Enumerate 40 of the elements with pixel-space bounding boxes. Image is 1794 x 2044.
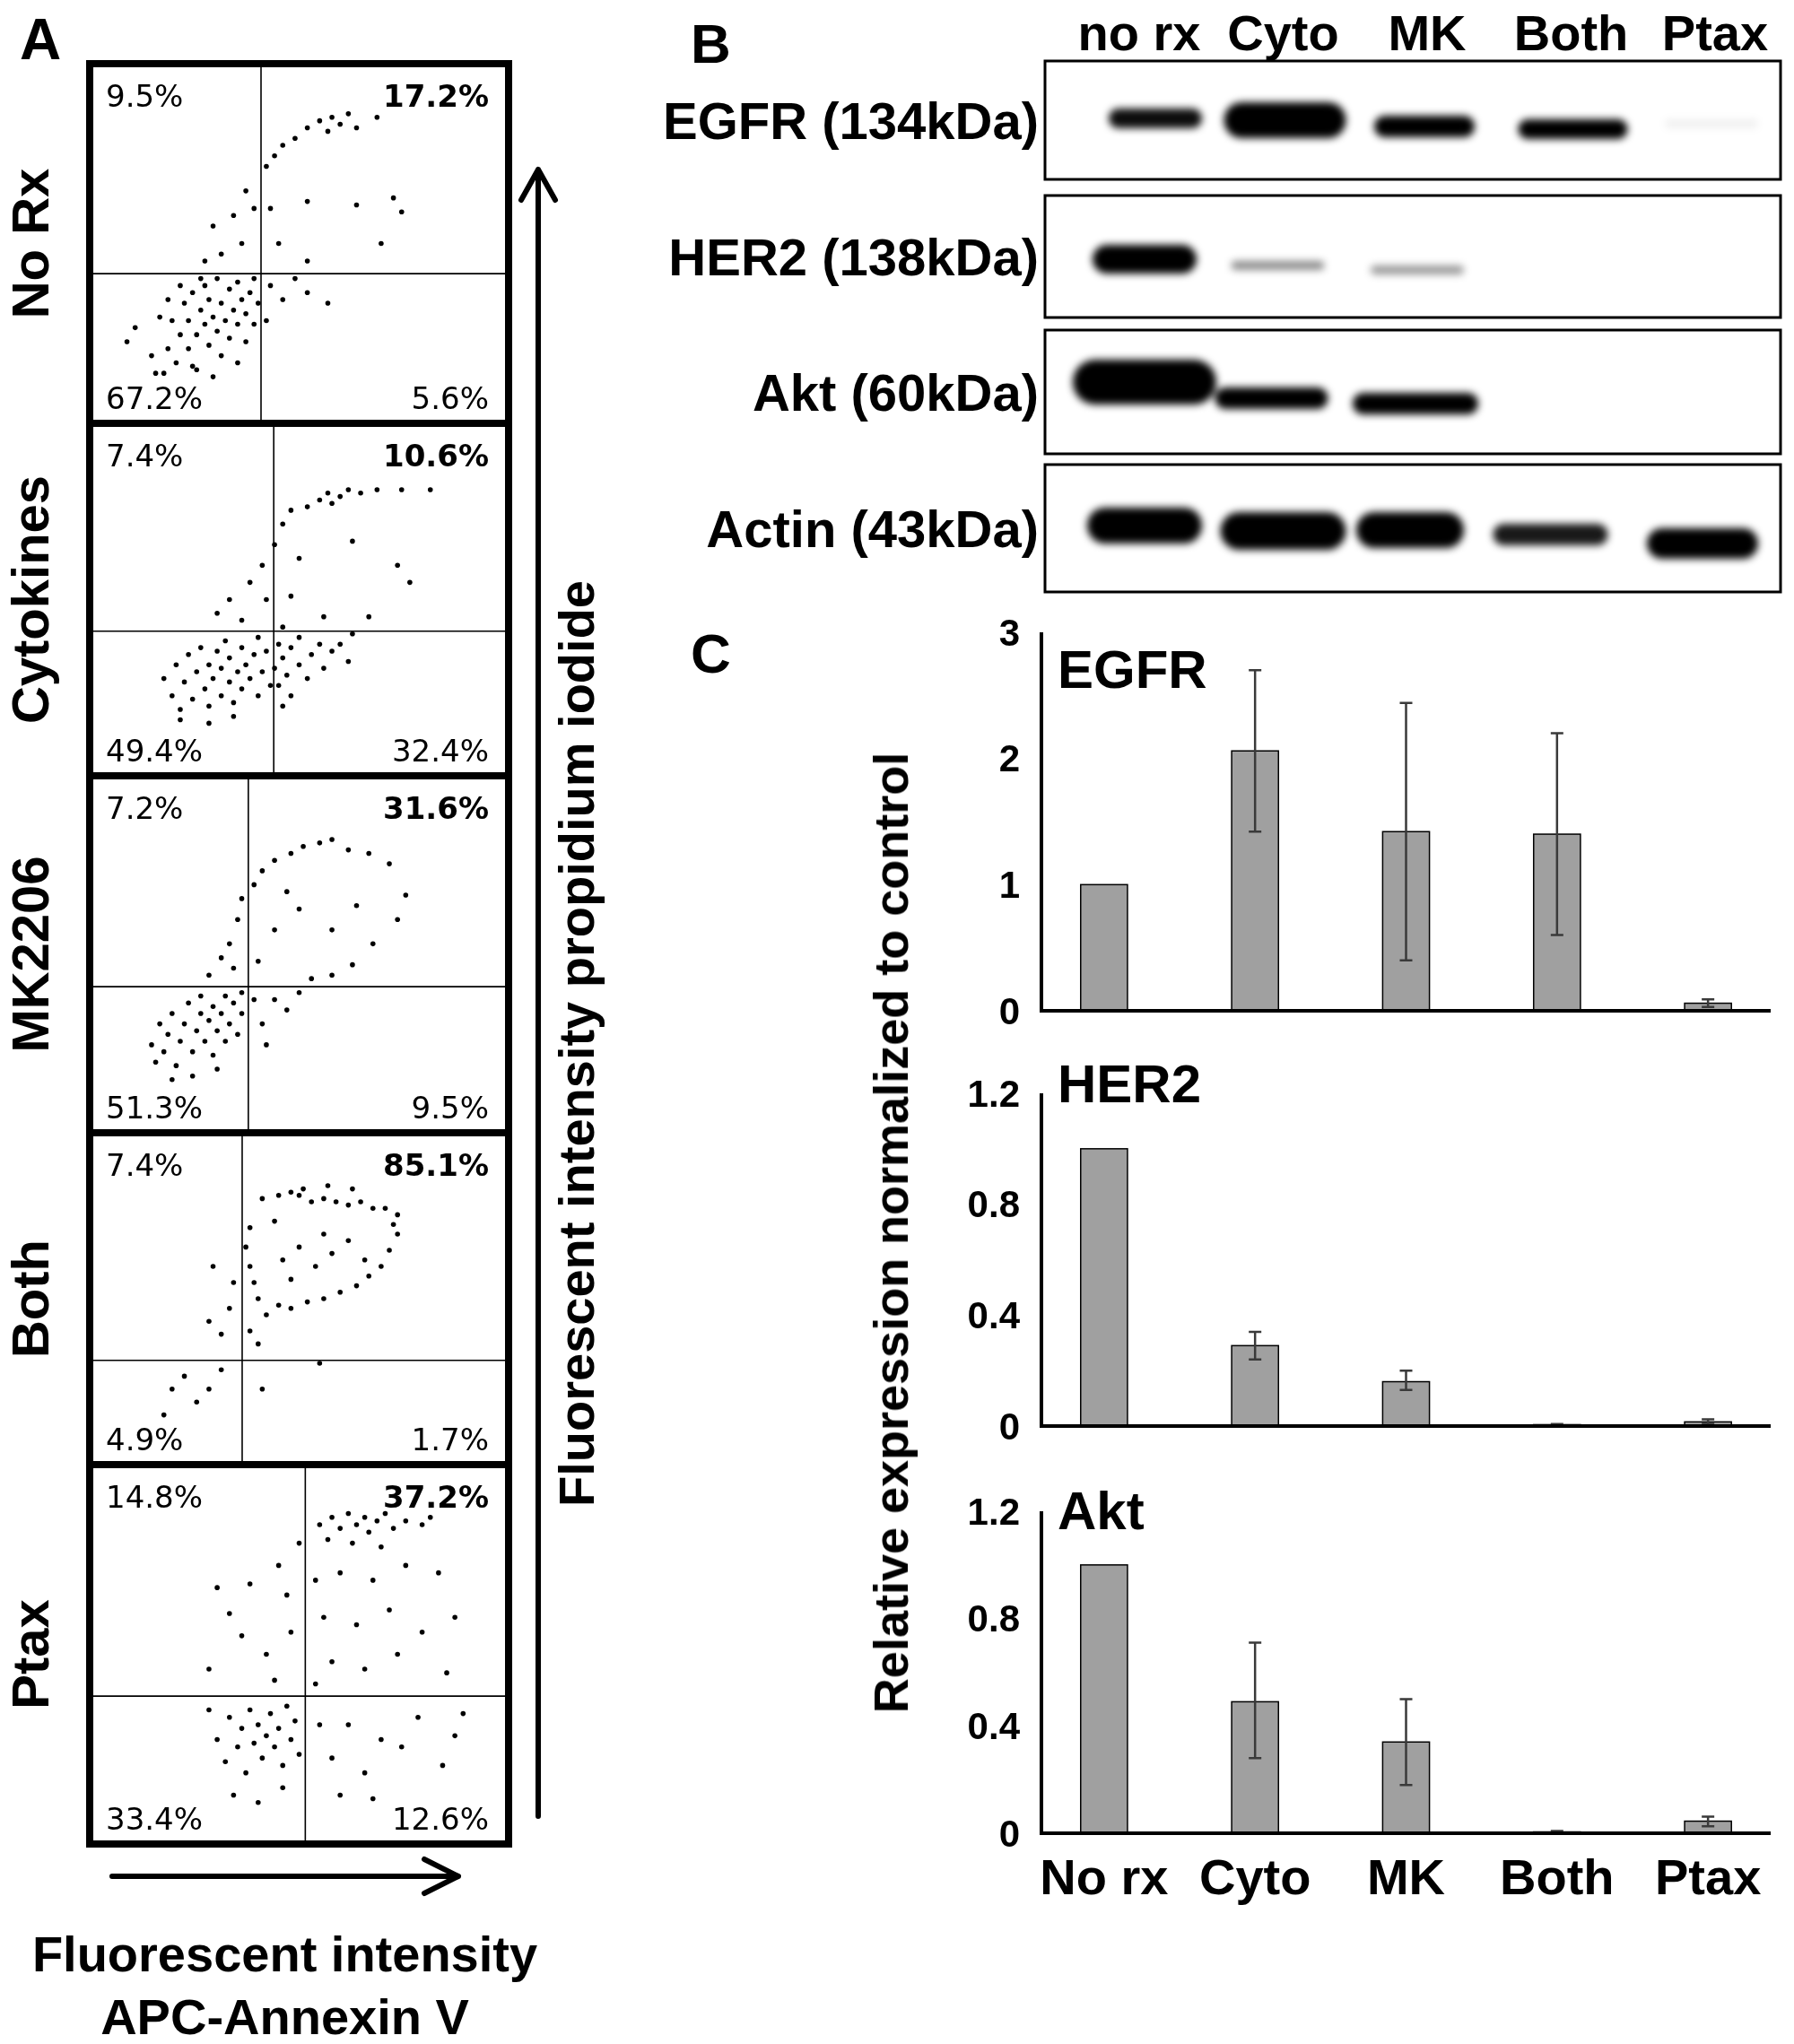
- y-tick-label: 1.2: [967, 1490, 1020, 1533]
- chart-title: EGFR: [1058, 639, 1207, 700]
- chart-title: HER2: [1058, 1054, 1202, 1114]
- text: Akt (60kDa): [752, 362, 1039, 422]
- x-tick-label: No rx: [1040, 1848, 1169, 1905]
- text: EGFR (134kDa): [662, 91, 1039, 150]
- category-label: no rx: [1077, 4, 1201, 61]
- text: Actin (43kDa): [706, 499, 1039, 558]
- y-tick-label: 0.8: [967, 1597, 1020, 1640]
- text: No Rx: [0, 168, 59, 319]
- y-tick-label: 0.4: [967, 1293, 1021, 1336]
- category-label: Cyto: [1227, 4, 1339, 61]
- text: Cytokines: [0, 474, 59, 725]
- y-tick-label: 1: [998, 863, 1020, 906]
- x-tick-label: Ptax: [1655, 1848, 1762, 1905]
- text: HER2 (138kDa): [668, 227, 1039, 286]
- text: Ptax: [0, 1599, 59, 1709]
- y-axis-title: Relative expression normalized to control: [864, 752, 918, 1714]
- category-label: Both: [1513, 4, 1629, 61]
- y-tick-label: 2: [998, 737, 1020, 780]
- x-tick-label: Cyto: [1198, 1848, 1311, 1905]
- text: B: [691, 13, 731, 74]
- text: Fluorescent intensity APC-Annexin V: [31, 1926, 538, 2044]
- x-tick-label: Both: [1500, 1848, 1615, 1905]
- category-label: Ptax: [1661, 4, 1769, 61]
- y-tick-label: 0: [998, 1812, 1020, 1855]
- x-tick-label: MK: [1366, 1848, 1446, 1905]
- y-tick-label: 0: [998, 989, 1020, 1032]
- text: Fluorescent intensity propidium iodide: [547, 580, 605, 1507]
- y-tick-label: 0: [998, 1405, 1020, 1448]
- y-tick-label: 1.2: [967, 1072, 1020, 1115]
- y-tick-label: 0.4: [967, 1704, 1021, 1747]
- chart-title: Akt: [1058, 1481, 1145, 1541]
- text: A: [20, 7, 62, 72]
- y-tick-label: 3: [998, 611, 1020, 654]
- category-label: MK: [1388, 4, 1467, 61]
- text: MK2206: [0, 856, 59, 1053]
- y-tick-label: 0.8: [967, 1183, 1020, 1226]
- text: C: [691, 622, 731, 684]
- text: Both: [0, 1239, 59, 1359]
